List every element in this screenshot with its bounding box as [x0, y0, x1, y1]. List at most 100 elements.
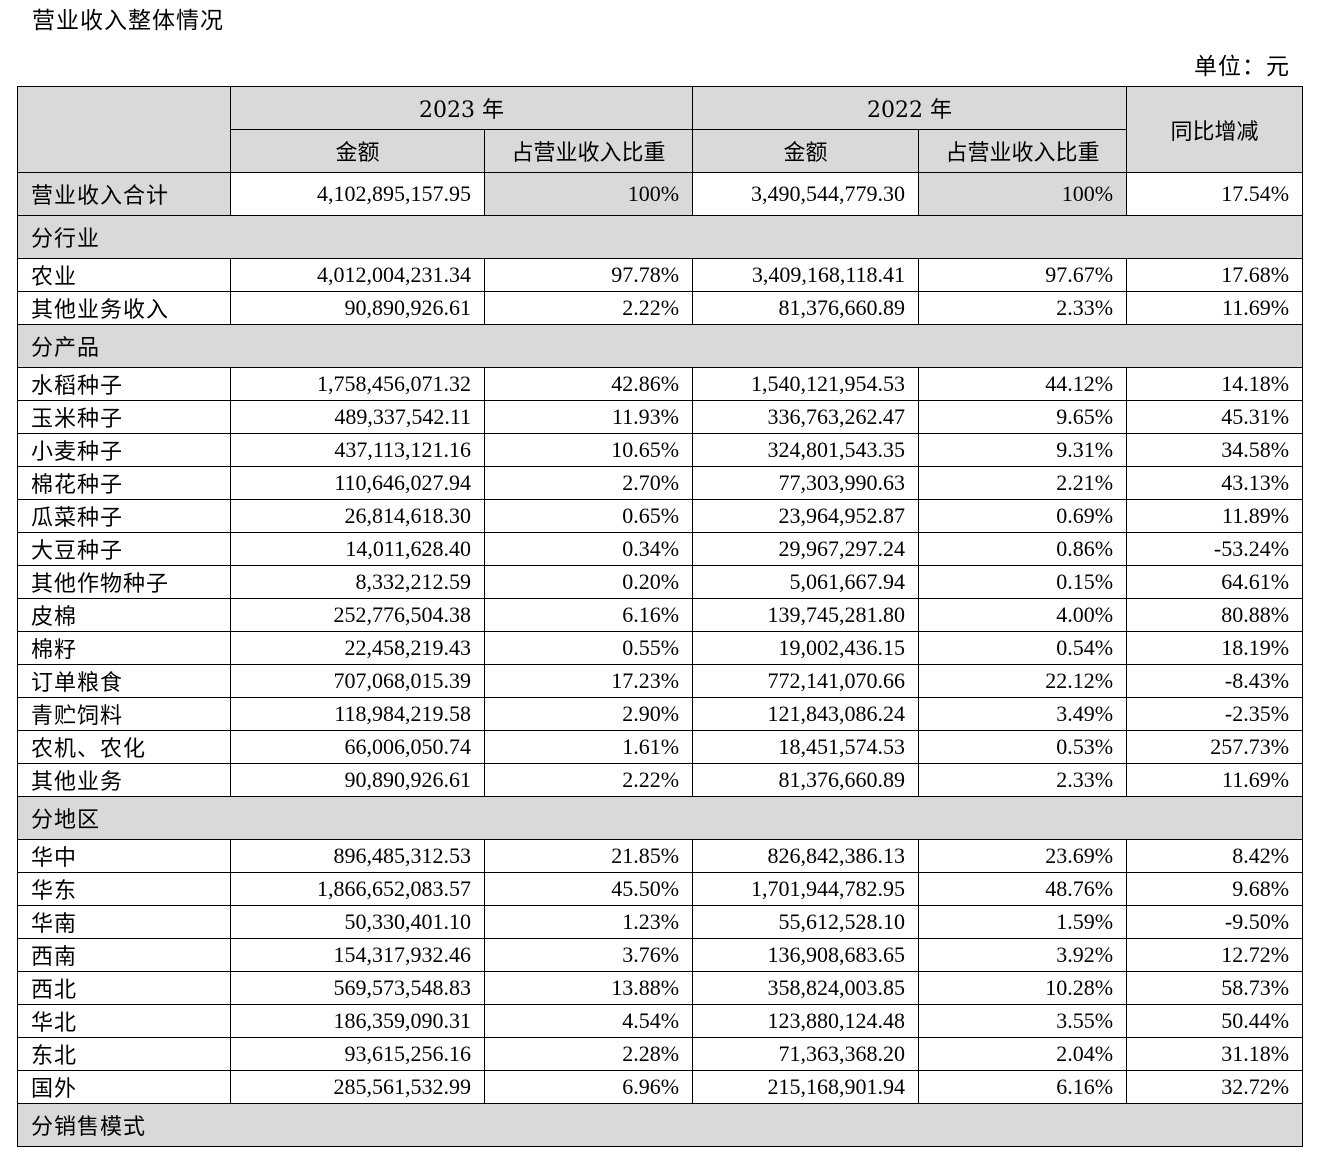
share-2023: 21.85% [483, 839, 694, 873]
share-2023: 6.96% [483, 1070, 694, 1104]
amount-2022: 71,363,368.20 [692, 1037, 920, 1071]
table-row: 青贮饲料 118,984,219.58 2.90% 121,843,086.24 3.4… [17, 697, 1304, 731]
section-row: 分地区 [16, 796, 1304, 840]
row-label: 瓜菜种子 [17, 499, 231, 533]
share-2023: 6.16% [483, 598, 694, 632]
amount-2022: 121,843,086.24 [692, 697, 920, 731]
yoy: -9.50% [1126, 905, 1304, 939]
share-2023: 42.86% [483, 367, 694, 401]
share-2022: 9.65% [918, 400, 1128, 434]
amount-2022: 5,061,667.94 [692, 565, 920, 599]
share-2022: 0.53% [918, 730, 1128, 764]
share-2022: 23.69% [918, 839, 1128, 873]
yoy: 14.18% [1126, 367, 1304, 401]
share-2022: 2.33% [918, 763, 1128, 797]
share-2023: 0.20% [483, 565, 694, 599]
section-title: 分销售模式 [16, 1103, 1304, 1147]
yoy: 11.69% [1126, 763, 1304, 797]
amount-2023: 437,113,121.16 [230, 433, 485, 467]
table-row: 农业 4,012,004,231.34 97.78% 3,409,168,118.41… [17, 258, 1304, 292]
amount-2023: 707,068,015.39 [230, 664, 485, 698]
yoy: 11.89% [1126, 499, 1304, 533]
amount-2023: 26,814,618.30 [230, 499, 485, 533]
table-row: 西南 154,317,932.46 3.76% 136,908,683.65 3.92%… [17, 938, 1304, 972]
row-label: 小麦种子 [17, 433, 231, 467]
row-label: 东北 [17, 1037, 231, 1071]
row-label: 玉米种子 [17, 400, 231, 434]
share-2023: 4.54% [483, 1004, 694, 1038]
table-row: 农机、农化 66,006,050.74 1.61% 18,451,574.53 0.53… [17, 730, 1304, 764]
table-row: 国外 285,561,532.99 6.96% 215,168,901.94 6.16%… [17, 1070, 1304, 1104]
total-yoy: 17.54% [1126, 172, 1304, 216]
header-blank-cell [17, 86, 231, 173]
row-label: 国外 [17, 1070, 231, 1104]
share-2023: 0.65% [483, 499, 694, 533]
share-2022: 6.16% [918, 1070, 1128, 1104]
yoy: -8.43% [1126, 664, 1304, 698]
yoy: 80.88% [1126, 598, 1304, 632]
table-row: 东北 93,615,256.16 2.28% 71,363,368.20 2.04% 31… [17, 1037, 1304, 1071]
table-row: 瓜菜种子 26,814,618.30 0.65% 23,964,952.87 0.69%… [17, 499, 1304, 533]
amount-2022: 336,763,262.47 [692, 400, 920, 434]
total-amount-2023: 4,102,895,157.95 [230, 172, 485, 216]
row-label: 华北 [17, 1004, 231, 1038]
amount-2023: 4,012,004,231.34 [230, 258, 485, 292]
total-share-2023: 100% [483, 172, 694, 216]
amount-2023: 93,615,256.16 [230, 1037, 485, 1071]
table-row: 订单粮食 707,068,015.39 17.23% 772,141,070.66 22… [17, 664, 1304, 698]
total-share-2022: 100% [918, 172, 1128, 216]
table-row: 其他业务收入 90,890,926.61 2.22% 81,376,660.89 2.3… [17, 291, 1304, 325]
share-2023: 2.28% [483, 1037, 694, 1071]
table-body: 营业收入合计 4,102,895,157.95 100% 3,490,544,7… [16, 172, 1304, 1147]
amount-2023: 110,646,027.94 [230, 466, 485, 500]
share-2022: 48.76% [918, 872, 1128, 906]
share-2022: 2.33% [918, 291, 1128, 325]
row-label: 水稻种子 [17, 367, 231, 401]
row-label: 棉籽 [17, 631, 231, 665]
amount-2022: 19,002,436.15 [692, 631, 920, 665]
share-2023: 2.70% [483, 466, 694, 500]
amount-2023: 14,011,628.40 [230, 532, 485, 566]
amount-2023: 66,006,050.74 [230, 730, 485, 764]
share-2022: 4.00% [918, 598, 1128, 632]
share-2022: 0.15% [918, 565, 1128, 599]
amount-2022: 29,967,297.24 [692, 532, 920, 566]
amount-2022: 136,908,683.65 [692, 938, 920, 972]
table-row: 水稻种子 1,758,456,071.32 42.86% 1,540,121,954.… [17, 367, 1304, 401]
amount-2022: 772,141,070.66 [692, 664, 920, 698]
amount-2022: 358,824,003.85 [692, 971, 920, 1005]
revenue-table: 2023 年 2022 年 同比增减 金额 占营业收入比重 金额 占营业收入比重… [16, 86, 1304, 1147]
amount-2023: 1,866,652,083.57 [230, 872, 485, 906]
yoy: 17.68% [1126, 258, 1304, 292]
amount-2022: 18,451,574.53 [692, 730, 920, 764]
amount-2022: 55,612,528.10 [692, 905, 920, 939]
yoy: 32.72% [1126, 1070, 1304, 1104]
table-row: 棉籽 22,458,219.43 0.55% 19,002,436.15 0.54% 18… [17, 631, 1304, 665]
table-row: 棉花种子 110,646,027.94 2.70% 77,303,990.63 2.21… [17, 466, 1304, 500]
share-2023: 2.90% [483, 697, 694, 731]
share-2023: 2.22% [483, 291, 694, 325]
share-2023: 0.34% [483, 532, 694, 566]
share-2023: 13.88% [483, 971, 694, 1005]
amount-2023: 285,561,532.99 [230, 1070, 485, 1104]
yoy: 12.72% [1126, 938, 1304, 972]
yoy: 45.31% [1126, 400, 1304, 434]
share-2022: 10.28% [918, 971, 1128, 1005]
amount-2022: 123,880,124.48 [692, 1004, 920, 1038]
share-2022: 0.86% [918, 532, 1128, 566]
row-label: 皮棉 [17, 598, 231, 632]
share-2023: 11.93% [483, 400, 694, 434]
amount-2022: 81,376,660.89 [692, 763, 920, 797]
share-2023: 0.55% [483, 631, 694, 665]
total-label: 营业收入合计 [17, 172, 231, 216]
yoy: 58.73% [1126, 971, 1304, 1005]
yoy: -2.35% [1126, 697, 1304, 731]
share-2022: 3.55% [918, 1004, 1128, 1038]
header-share-2023: 占营业收入比重 [483, 129, 694, 173]
amount-2022: 1,701,944,782.95 [692, 872, 920, 906]
amount-2023: 118,984,219.58 [230, 697, 485, 731]
share-2023: 3.76% [483, 938, 694, 972]
total-amount-2022: 3,490,544,779.30 [692, 172, 920, 216]
yoy: 9.68% [1126, 872, 1304, 906]
row-label: 青贮饲料 [17, 697, 231, 731]
